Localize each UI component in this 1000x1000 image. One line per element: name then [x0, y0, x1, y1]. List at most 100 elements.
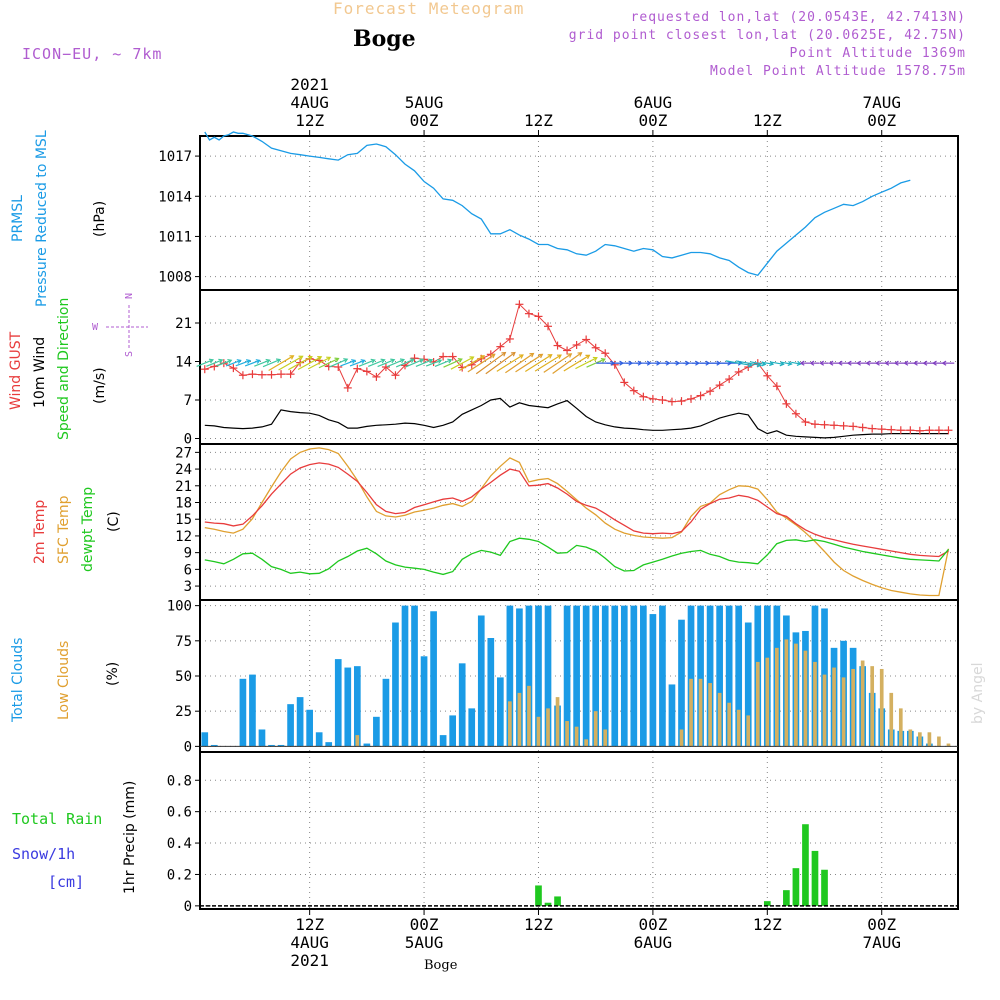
low-cloud-bar — [841, 677, 846, 747]
grid-point-coords: grid point closest lon,lat (20.0625E, 42… — [568, 28, 966, 43]
wind-arrow — [563, 354, 590, 372]
wind-arrow — [467, 353, 496, 373]
wind-arrow — [761, 361, 774, 365]
time-label-bottom: 4AUG — [290, 933, 329, 952]
wind-arrowhead — [922, 360, 928, 366]
y-tick-label: 9 — [184, 546, 192, 562]
y-tick-label: 18 — [175, 496, 192, 512]
wind-arrowhead — [334, 357, 340, 363]
total-cloud-bar — [649, 614, 657, 747]
svg-text:N: N — [124, 293, 135, 299]
wind-arrowhead — [343, 358, 349, 363]
wind-arrow — [459, 355, 485, 371]
low-cloud-bar — [822, 674, 827, 747]
total-cloud-bar — [735, 605, 743, 747]
wind-arrowhead — [275, 358, 282, 364]
total-cloud-bar — [411, 605, 418, 747]
total-cloud-bar — [268, 744, 275, 747]
total-cloud-bar — [744, 622, 752, 747]
wind-arrowhead — [351, 359, 357, 364]
low-cloud-bar — [689, 678, 693, 747]
wind-arrow — [781, 361, 792, 365]
sfc-temp-series — [204, 447, 950, 597]
low-cloud-bar — [813, 661, 817, 747]
low-cloud-bar — [918, 732, 922, 747]
rain-bar — [821, 869, 828, 906]
wind-arrowhead — [317, 356, 323, 361]
wind-arrow — [268, 355, 294, 371]
total-cloud-bar — [401, 605, 409, 747]
total-cloud-bar — [210, 744, 218, 747]
total-cloud-bar — [277, 744, 285, 747]
wind-arrow — [485, 352, 516, 375]
y-tick-label: 21 — [175, 316, 192, 332]
total-cloud-bar — [611, 605, 619, 747]
wind-arrow — [288, 356, 313, 371]
total-cloud-bar — [497, 677, 504, 747]
total-cloud-bar — [668, 684, 676, 747]
total-cloud-bar — [640, 605, 647, 747]
wind-arrow — [534, 354, 562, 372]
low-cloud-bar — [517, 692, 522, 747]
wind-arrowhead — [547, 354, 553, 359]
wind-arrow — [552, 352, 582, 375]
chart-title: Forecast Meteogram — [333, 0, 525, 18]
rain-bar — [535, 885, 542, 906]
wind-arrow — [434, 359, 452, 368]
y-tick-label: 0.4 — [167, 836, 192, 852]
requested-coords: requested lon,lat (20.0543E, 42.7413N) — [630, 10, 966, 25]
y-tick-label: 14 — [175, 355, 192, 371]
time-label-bottom: 6AUG — [634, 933, 673, 952]
low-cloud-bar — [937, 736, 941, 747]
rain-bar — [544, 902, 552, 906]
wind-arrowhead — [457, 357, 463, 363]
wind-arrowhead — [218, 358, 224, 364]
y-tick-label: 0 — [184, 739, 192, 755]
wind-arrowhead — [227, 358, 233, 364]
total-cloud-bar — [506, 605, 514, 747]
wind-arrowhead — [893, 360, 899, 366]
low-cloud-bar — [717, 692, 722, 747]
y-tick-label: 0 — [184, 432, 192, 448]
total-cloud-bar — [544, 605, 552, 747]
wind-arrowhead — [298, 355, 304, 361]
wind-arrowhead — [390, 358, 396, 364]
wind-arrowhead — [501, 351, 507, 357]
wind-arrowhead — [370, 358, 376, 364]
wind-arrowhead — [941, 360, 947, 366]
time-label-top: 00Z — [410, 111, 439, 130]
wind-arrowhead — [437, 358, 443, 364]
y-tick-label: 0.2 — [167, 867, 192, 883]
low-cloud-bar — [870, 666, 875, 747]
wind-arrow — [254, 359, 270, 367]
low-cloud-bar — [679, 729, 684, 747]
total-cloud-bar — [601, 605, 609, 747]
wind-arrowhead — [326, 356, 332, 362]
y-tick-label: 1008 — [158, 270, 192, 286]
time-label-top: 00Z — [638, 111, 667, 130]
time-label-bottom: 12Z — [295, 915, 324, 934]
total-cloud-bar — [363, 743, 371, 747]
y-tick-label: 0.6 — [167, 805, 192, 821]
dewpt-series — [204, 537, 950, 576]
wind-arrowhead — [856, 360, 861, 366]
wind-arrowhead — [419, 358, 425, 364]
wind-arrow — [329, 358, 348, 368]
total-cloud-bar — [392, 622, 399, 747]
model-name: ICON−EU, ~ 7km — [22, 45, 163, 63]
time-label-top: 12Z — [295, 111, 324, 130]
wind-arrowhead — [518, 354, 524, 359]
wind-arrow — [575, 357, 598, 370]
time-label-bottom: 00Z — [867, 915, 896, 934]
y-tick-label: 1017 — [158, 149, 192, 165]
total-cloud-bar — [525, 605, 533, 747]
wind-arrow — [262, 359, 281, 368]
wind-arrow — [425, 359, 442, 367]
wind10m-series — [204, 397, 949, 439]
low-cloud-bar — [927, 732, 932, 747]
wind-arrow — [340, 359, 356, 367]
total-cloud-bar — [306, 709, 313, 747]
low-cloud-bar — [546, 708, 550, 747]
wind-arrow — [415, 359, 433, 368]
